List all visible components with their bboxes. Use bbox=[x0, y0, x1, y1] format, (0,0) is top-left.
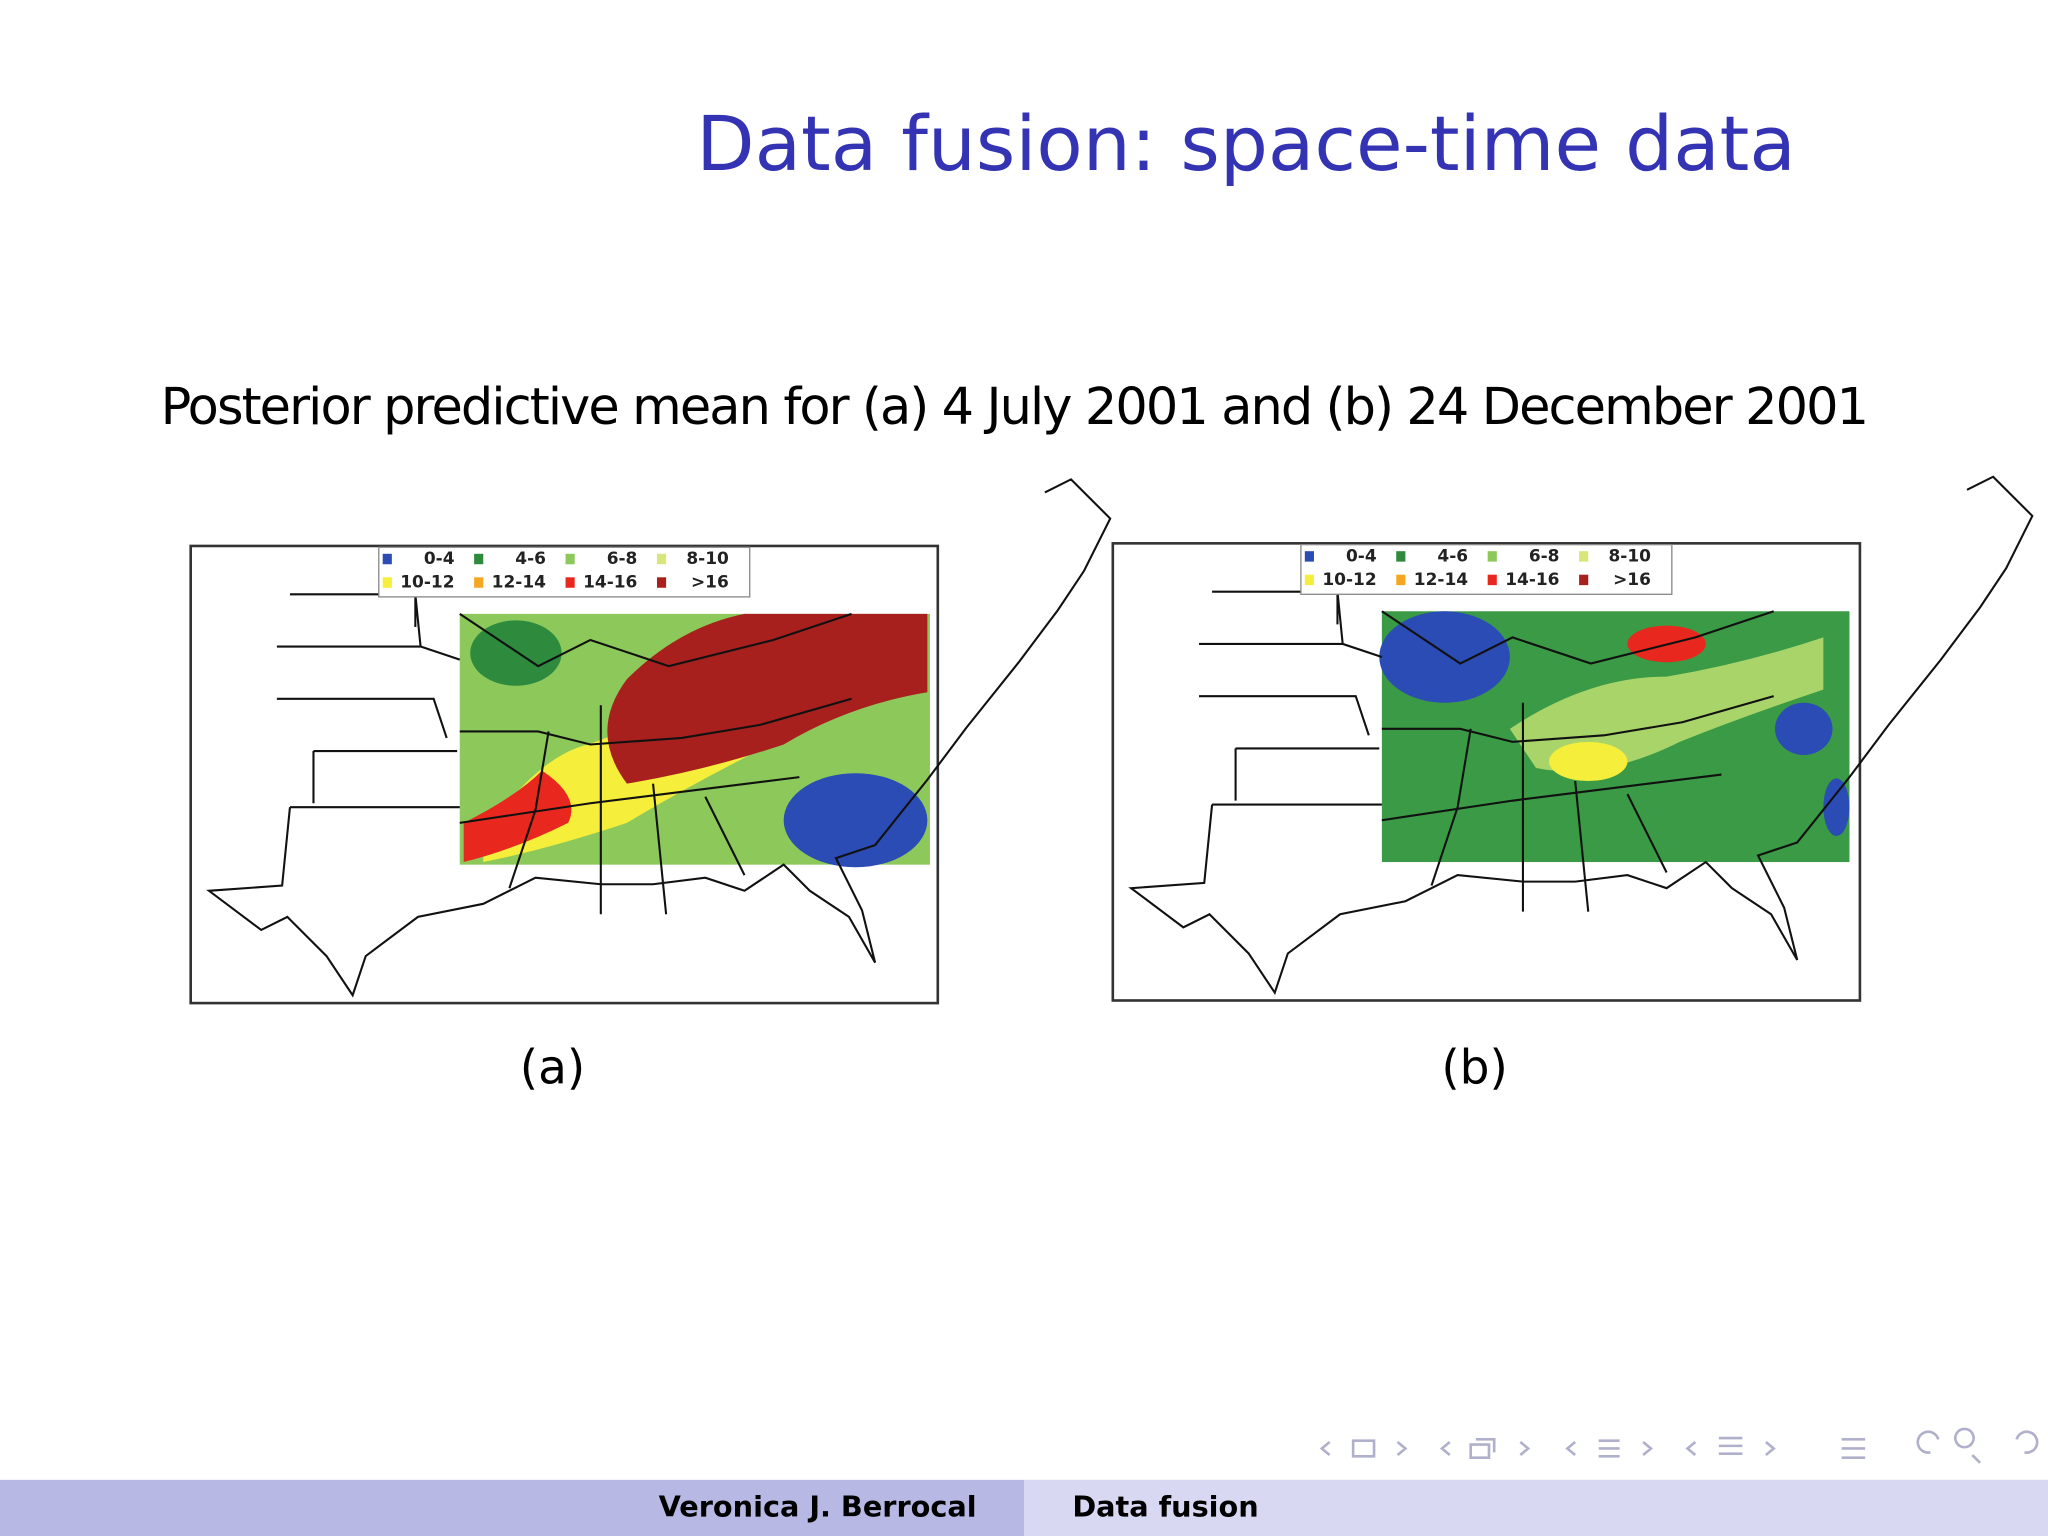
legend-swatch bbox=[474, 577, 484, 588]
slide-text: Posterior predictive mean for (a) 4 July… bbox=[161, 378, 1869, 437]
footer-left bbox=[0, 1479, 1024, 1536]
figure: 0-4 4-6 6-8 8-10 10-12 12-14 14-16 >16 bbox=[1111, 475, 2034, 1002]
legend-label: 8-10 bbox=[1608, 546, 1650, 566]
legend-box bbox=[1300, 544, 1673, 595]
legend-label: 6-8 bbox=[1529, 546, 1560, 566]
map-field bbox=[463, 770, 572, 863]
legend-label: 4-6 bbox=[1437, 546, 1468, 566]
legend-label: 0-4 bbox=[424, 549, 455, 569]
legend-label: >16 bbox=[1613, 570, 1651, 590]
legend-label: 14-16 bbox=[583, 573, 637, 593]
legend-swatch bbox=[656, 577, 667, 588]
map-field bbox=[1823, 778, 1850, 836]
legend-label: 10-12 bbox=[1322, 570, 1376, 590]
legend-label: 12-14 bbox=[492, 573, 546, 593]
legend-label: 8-10 bbox=[686, 549, 728, 569]
figures: 0-4 4-6 6-8 8-10 10-12 12-14 14-16 >16 (a) 0-4 4-6… bbox=[189, 475, 2034, 1096]
legend-swatch bbox=[474, 553, 484, 565]
legend-label: 12-14 bbox=[1414, 570, 1468, 590]
legend-swatch bbox=[1396, 551, 1406, 562]
legend-swatch bbox=[565, 553, 575, 565]
legend-swatch bbox=[382, 577, 392, 588]
map-outline bbox=[1128, 475, 2034, 996]
map-field bbox=[783, 773, 928, 868]
legend-swatch bbox=[382, 553, 392, 565]
legend-label: 4-6 bbox=[515, 549, 546, 569]
legend-swatch bbox=[565, 577, 575, 588]
figure-caption: (b) bbox=[1441, 1041, 1508, 1096]
legend-swatch bbox=[1579, 551, 1589, 562]
map-field bbox=[1775, 702, 1833, 755]
legend-label: 6-8 bbox=[607, 549, 638, 569]
map-field bbox=[607, 613, 928, 784]
legend-label: 14-16 bbox=[1505, 570, 1559, 590]
footer-author: Veronica J. Berrocal bbox=[659, 1490, 977, 1524]
legend-swatch bbox=[1396, 574, 1406, 586]
footer-right bbox=[1024, 1479, 2048, 1536]
legend-label: >16 bbox=[691, 573, 729, 593]
legend-label: 10-12 bbox=[400, 573, 454, 593]
slide-title: Data fusion: space-time data bbox=[696, 100, 1796, 188]
map-outline bbox=[206, 478, 1112, 998]
legend-label: 0-4 bbox=[1346, 546, 1377, 566]
nav-icons bbox=[1319, 1427, 2039, 1464]
footer-title: Data fusion bbox=[1072, 1490, 1258, 1524]
figure: 0-4 4-6 6-8 8-10 10-12 12-14 14-16 >16 bbox=[189, 478, 1112, 1005]
legend-swatch bbox=[1487, 574, 1497, 586]
legend-swatch bbox=[1304, 574, 1314, 586]
map-field bbox=[1509, 637, 1824, 772]
legend-swatch bbox=[1304, 551, 1314, 562]
map-field bbox=[1549, 741, 1628, 782]
map-field bbox=[1379, 611, 1510, 703]
legend-box bbox=[378, 546, 751, 598]
figure-caption: (a) bbox=[520, 1041, 586, 1096]
legend-swatch bbox=[1487, 551, 1497, 562]
legend-swatch bbox=[1579, 574, 1589, 586]
legend-swatch bbox=[656, 553, 667, 565]
